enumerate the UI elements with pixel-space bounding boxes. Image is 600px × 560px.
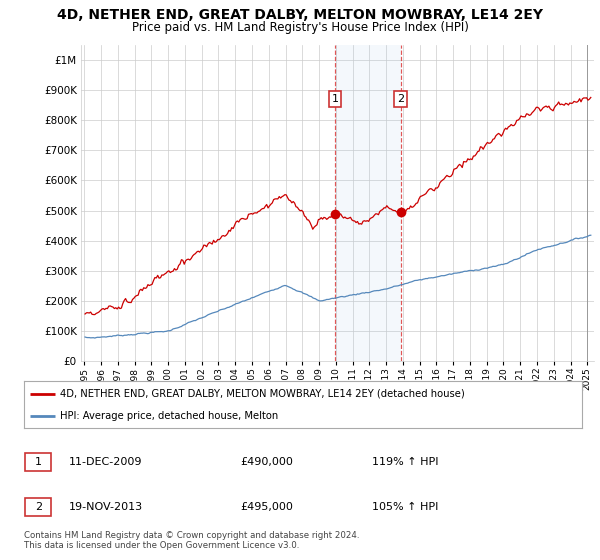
Text: 1: 1 — [332, 94, 338, 104]
Text: This data is licensed under the Open Government Licence v3.0.: This data is licensed under the Open Gov… — [24, 541, 299, 550]
Text: 119% ↑ HPI: 119% ↑ HPI — [372, 457, 439, 467]
Text: £495,000: £495,000 — [240, 502, 293, 512]
Text: HPI: Average price, detached house, Melton: HPI: Average price, detached house, Melt… — [60, 410, 278, 421]
Text: 2: 2 — [397, 94, 404, 104]
Text: Price paid vs. HM Land Registry's House Price Index (HPI): Price paid vs. HM Land Registry's House … — [131, 21, 469, 34]
Text: £490,000: £490,000 — [240, 457, 293, 467]
Text: Contains HM Land Registry data © Crown copyright and database right 2024.: Contains HM Land Registry data © Crown c… — [24, 531, 359, 540]
Text: 1: 1 — [35, 458, 42, 467]
Text: 2: 2 — [35, 502, 42, 512]
Text: 4D, NETHER END, GREAT DALBY, MELTON MOWBRAY, LE14 2EY: 4D, NETHER END, GREAT DALBY, MELTON MOWB… — [57, 8, 543, 22]
Text: 105% ↑ HPI: 105% ↑ HPI — [372, 502, 439, 512]
Text: 11-DEC-2009: 11-DEC-2009 — [69, 457, 143, 467]
Text: 19-NOV-2013: 19-NOV-2013 — [69, 502, 143, 512]
Text: 4D, NETHER END, GREAT DALBY, MELTON MOWBRAY, LE14 2EY (detached house): 4D, NETHER END, GREAT DALBY, MELTON MOWB… — [60, 389, 465, 399]
Bar — [335, 45, 401, 361]
